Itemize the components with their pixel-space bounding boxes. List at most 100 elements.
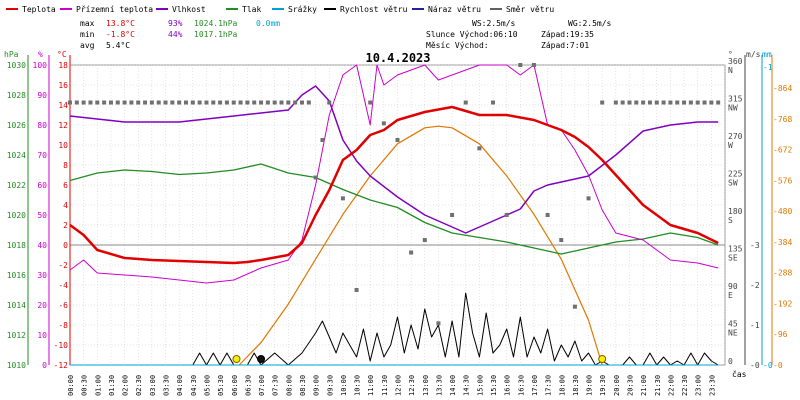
wind-direction-point bbox=[381, 121, 386, 126]
sun-tick: -864 bbox=[773, 84, 792, 93]
press-tick: 1010 bbox=[7, 361, 26, 370]
wind-direction-point bbox=[122, 100, 127, 105]
hum-tick: 70 bbox=[37, 151, 47, 160]
wind-direction-point bbox=[204, 100, 209, 105]
wind-direction-point bbox=[265, 100, 270, 105]
sun-tick: -768 bbox=[773, 115, 792, 124]
rain-tick: -1 bbox=[763, 63, 773, 72]
wind-direction-point bbox=[450, 213, 455, 217]
hour-label: 06:00 bbox=[231, 375, 239, 396]
moonset-marker bbox=[257, 355, 266, 363]
wind-direction-point bbox=[170, 100, 175, 105]
stats-max-rain: 0.0mm bbox=[256, 19, 280, 28]
dir-tick: 315 bbox=[728, 95, 743, 104]
stats-max-press: 1024.1hPa bbox=[194, 19, 238, 28]
wind-direction-point bbox=[354, 288, 359, 292]
wind-tick: -0 bbox=[750, 361, 760, 370]
wind-direction-point bbox=[252, 100, 257, 105]
hum-unit-label: % bbox=[38, 50, 43, 59]
hour-label: 23:30 bbox=[708, 375, 716, 396]
dir-tick: 180 bbox=[728, 207, 743, 216]
wind-direction-point bbox=[572, 304, 577, 309]
hour-label: 00:30 bbox=[81, 375, 89, 396]
dir-tick: 135 bbox=[728, 245, 743, 254]
sun-tick: -672 bbox=[773, 146, 792, 155]
wind-direction-point bbox=[74, 100, 79, 105]
wind-direction-point bbox=[327, 100, 332, 105]
wind-direction-point bbox=[436, 321, 441, 326]
temp-tick: -2 bbox=[58, 261, 68, 270]
sun-tick: -480 bbox=[773, 207, 792, 216]
wind-direction-point bbox=[668, 100, 673, 105]
wind-direction-point bbox=[108, 100, 113, 105]
press-tick: 1024 bbox=[7, 151, 26, 160]
stats-max-temp: 13.8°C bbox=[106, 19, 135, 28]
stats-min-hum: 44% bbox=[168, 30, 183, 39]
dir-tick: 270 bbox=[728, 132, 743, 141]
wind-direction-point bbox=[709, 100, 714, 105]
hour-label: 20:30 bbox=[626, 375, 634, 396]
temp-tick: 14 bbox=[58, 101, 68, 110]
wind-direction-point bbox=[340, 196, 345, 201]
wind-direction-point bbox=[627, 100, 632, 105]
humidity-line bbox=[69, 85, 719, 234]
temp-tick: -6 bbox=[58, 301, 68, 310]
press-tick: 1016 bbox=[7, 271, 26, 280]
dir-tick-compass: W bbox=[728, 141, 733, 150]
wind-direction-point bbox=[156, 100, 161, 105]
press-tick: 1012 bbox=[7, 331, 26, 340]
dir-tick-compass: E bbox=[728, 291, 733, 300]
hour-label: 02:30 bbox=[135, 375, 143, 396]
hour-label: 07:00 bbox=[258, 375, 266, 396]
hum-tick: 20 bbox=[37, 301, 47, 310]
hour-label: 12:30 bbox=[408, 375, 416, 396]
wind-direction-point bbox=[518, 63, 523, 67]
hour-label: 17:30 bbox=[545, 375, 553, 396]
hour-label: 02:00 bbox=[122, 375, 130, 396]
dir-tick-compass: SE bbox=[728, 254, 738, 263]
wind-direction-point bbox=[259, 100, 264, 105]
wind-direction-point bbox=[279, 100, 284, 105]
wind-direction-point bbox=[586, 196, 591, 201]
wind-direction-point bbox=[299, 100, 304, 105]
hour-label: 10:30 bbox=[354, 375, 362, 396]
wind-direction-point bbox=[682, 100, 687, 105]
wind-direction-point bbox=[286, 100, 291, 105]
hour-label: 07:30 bbox=[272, 375, 280, 396]
hour-label: 18:30 bbox=[572, 375, 580, 396]
hour-label: 15:00 bbox=[476, 375, 484, 396]
wind-direction-point bbox=[293, 100, 298, 105]
sun-tick: -0 bbox=[773, 361, 783, 370]
sun-tick: -96 bbox=[773, 330, 788, 339]
hour-label: 13:00 bbox=[422, 375, 430, 396]
stats-avg-label: avg bbox=[80, 41, 95, 50]
wind-direction-point bbox=[661, 100, 666, 105]
info-wg: WG:2.5m/s bbox=[568, 19, 612, 28]
hour-label: 04:00 bbox=[176, 375, 184, 396]
wind-direction-point bbox=[320, 138, 325, 142]
press-tick: 1028 bbox=[7, 91, 26, 100]
temp-tick: 10 bbox=[58, 141, 68, 150]
press-tick: 1014 bbox=[7, 301, 26, 310]
hum-tick: 100 bbox=[33, 61, 48, 70]
dir-tick-compass: SW bbox=[728, 179, 738, 188]
hum-tick: 80 bbox=[37, 121, 47, 130]
dir-tick: 225 bbox=[728, 170, 743, 179]
wind-tick: -1 bbox=[750, 321, 760, 330]
ground-temp-line bbox=[69, 64, 719, 284]
temp-tick: -12 bbox=[54, 361, 69, 370]
wind-direction-point bbox=[272, 100, 277, 105]
wind-tick: -2 bbox=[750, 281, 760, 290]
wind-direction-point bbox=[245, 100, 250, 105]
hour-label: 18:00 bbox=[558, 375, 566, 396]
wind-direction-point bbox=[197, 100, 202, 105]
sun-tick: -288 bbox=[773, 269, 792, 278]
dir-tick: 360 bbox=[728, 57, 743, 66]
hour-label: 08:00 bbox=[285, 375, 293, 396]
hour-label: 22:30 bbox=[681, 375, 689, 396]
hour-label: 11:00 bbox=[367, 375, 375, 396]
temp-tick: 0 bbox=[63, 241, 68, 250]
rain-unit-label: mm bbox=[762, 50, 772, 59]
wind-unit-label: m/s bbox=[746, 50, 761, 59]
temp-tick: 16 bbox=[58, 81, 68, 90]
